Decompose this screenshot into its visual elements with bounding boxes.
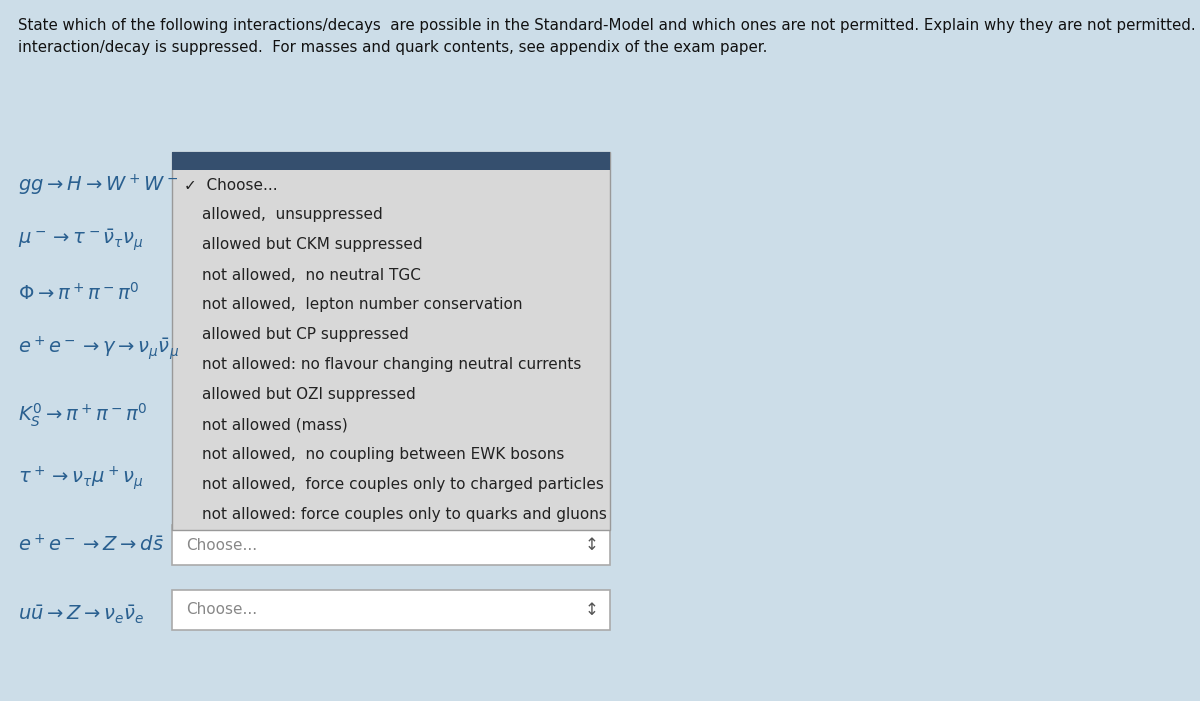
Text: not allowed,  lepton number conservation: not allowed, lepton number conservation [202,297,522,313]
Text: $u\bar{u} \rightarrow Z \rightarrow \nu_e \bar{\nu}_e$: $u\bar{u} \rightarrow Z \rightarrow \nu_… [18,604,145,626]
Text: not allowed,  force couples only to charged particles: not allowed, force couples only to charg… [202,477,604,493]
Text: allowed but CKM suppressed: allowed but CKM suppressed [202,238,422,252]
Text: not allowed (mass): not allowed (mass) [202,418,348,433]
Text: $K^0_S \rightarrow \pi^+\pi^-\pi^0$: $K^0_S \rightarrow \pi^+\pi^-\pi^0$ [18,401,148,429]
Bar [172,152,610,170]
Text: Choose...: Choose... [186,602,257,618]
Text: allowed but CP suppressed: allowed but CP suppressed [202,327,409,343]
Text: ✓  Choose...: ✓ Choose... [184,177,277,193]
Text: interaction/decay is suppressed.  For masses and quark contents, see appendix of: interaction/decay is suppressed. For mas… [18,40,767,55]
Text: $\tau^+ \rightarrow \nu_\tau \mu^+ \nu_\mu$: $\tau^+ \rightarrow \nu_\tau \mu^+ \nu_\… [18,464,143,492]
Text: ↕: ↕ [586,536,599,554]
Bar [172,152,610,530]
Text: not allowed: no flavour changing neutral currents: not allowed: no flavour changing neutral… [202,358,581,372]
Bar [172,525,610,565]
Text: not allowed,  no coupling between EWK bosons: not allowed, no coupling between EWK bos… [202,447,564,463]
Text: ↕: ↕ [586,601,599,619]
Text: $e^+e^- \rightarrow \gamma \rightarrow \nu_\mu \bar{\nu}_\mu$: $e^+e^- \rightarrow \gamma \rightarrow \… [18,334,179,362]
Text: State which of the following interactions/decays  are possible in the Standard-M: State which of the following interaction… [18,18,1200,33]
Text: not allowed,  no neutral TGC: not allowed, no neutral TGC [202,268,421,283]
Text: not allowed: force couples only to quarks and gluons: not allowed: force couples only to quark… [202,508,607,522]
Bar [172,590,610,630]
Text: allowed but OZI suppressed: allowed but OZI suppressed [202,388,415,402]
Text: $e^+e^- \rightarrow Z \rightarrow d\bar{s}$: $e^+e^- \rightarrow Z \rightarrow d\bar{… [18,534,163,556]
Text: Choose...: Choose... [186,538,257,552]
Text: $\Phi \rightarrow \pi^+\pi^-\pi^0$: $\Phi \rightarrow \pi^+\pi^-\pi^0$ [18,282,139,304]
Text: $gg \rightarrow H \rightarrow W^+W^-$: $gg \rightarrow H \rightarrow W^+W^-$ [18,172,179,198]
Text: $\mu^- \rightarrow \tau^- \bar{\nu}_\tau \nu_\mu$: $\mu^- \rightarrow \tau^- \bar{\nu}_\tau… [18,227,144,253]
Text: allowed,  unsuppressed: allowed, unsuppressed [202,207,383,222]
